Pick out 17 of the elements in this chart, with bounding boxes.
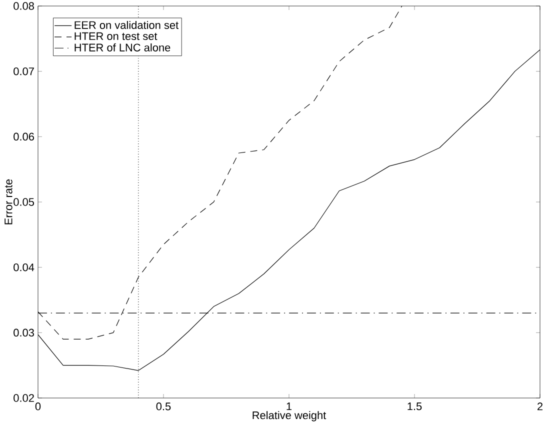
x-axis-title: Relative weight — [252, 411, 326, 422]
y-tick-label: 0.04 — [14, 263, 34, 272]
y-tick-label: 0.03 — [14, 328, 34, 337]
x-tick-label: 1 — [286, 402, 292, 410]
y-tick-label: 0.02 — [14, 394, 34, 402]
legend-label: EER on validation set — [74, 20, 179, 29]
y-tick-label: 0.07 — [14, 67, 34, 76]
y-tick-label: 0.08 — [14, 2, 34, 10]
y-tick-label: 0.06 — [14, 132, 34, 141]
legend-label: HTER on test set — [74, 32, 158, 40]
x-tick-label: 2 — [538, 402, 543, 410]
x-tick-label: 0.5 — [156, 402, 171, 410]
y-axis-title: Error rate — [4, 179, 12, 224]
x-tick-label: 0 — [35, 402, 41, 410]
y-tick-label: 0.05 — [14, 198, 34, 206]
legend-label: HTER of LNC alone — [74, 43, 170, 52]
x-tick-label: 1.5 — [408, 402, 422, 410]
